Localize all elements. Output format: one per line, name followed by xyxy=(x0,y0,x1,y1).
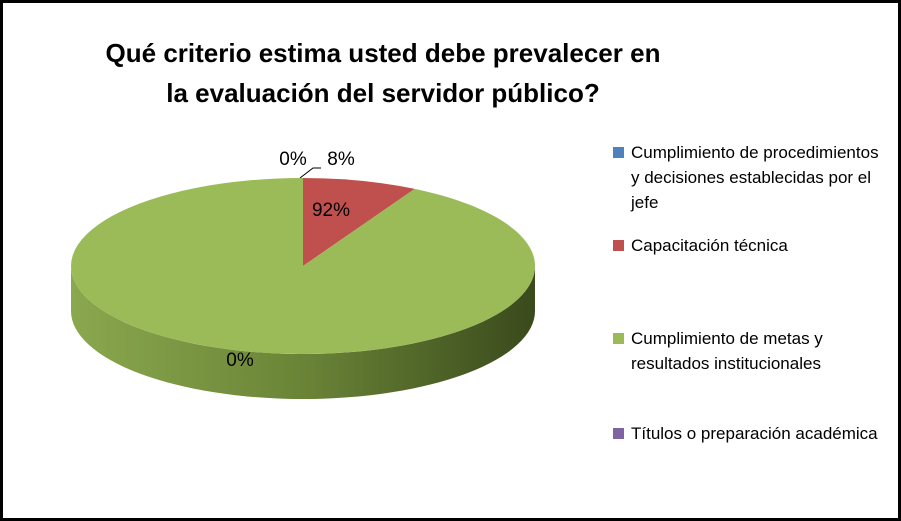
pie-slice-side xyxy=(71,266,535,399)
legend-item: Títulos o preparación académica xyxy=(613,421,883,446)
data-label: 92% xyxy=(312,200,350,221)
legend-swatch xyxy=(613,333,624,344)
legend-item: Capacitación técnica xyxy=(613,233,883,258)
chart-title: Qué criterio estima usted debe prevalece… xyxy=(105,38,661,108)
legend-label: Cumplimiento de procedimientos y decisio… xyxy=(631,143,879,212)
pie-slice xyxy=(70,178,536,354)
data-label: 0% xyxy=(279,149,307,170)
legend-label: Cumplimiento de metas y resultados insti… xyxy=(631,329,823,373)
pie-chart: 0% 8% 92% 0% xyxy=(70,149,536,399)
legend-swatch xyxy=(613,428,624,439)
legend-swatch xyxy=(613,147,624,158)
legend-swatch xyxy=(613,240,624,251)
data-label: 0% xyxy=(226,350,254,371)
leader-line xyxy=(299,167,321,179)
legend-item: Cumplimiento de metas y resultados insti… xyxy=(613,326,883,376)
legend-item: Cumplimiento de procedimientos y decisio… xyxy=(613,140,883,215)
legend-label: Capacitación técnica xyxy=(631,236,788,255)
data-label: 8% xyxy=(327,149,355,170)
legend-label: Títulos o preparación académica xyxy=(631,424,878,443)
pie-slice xyxy=(303,178,415,266)
